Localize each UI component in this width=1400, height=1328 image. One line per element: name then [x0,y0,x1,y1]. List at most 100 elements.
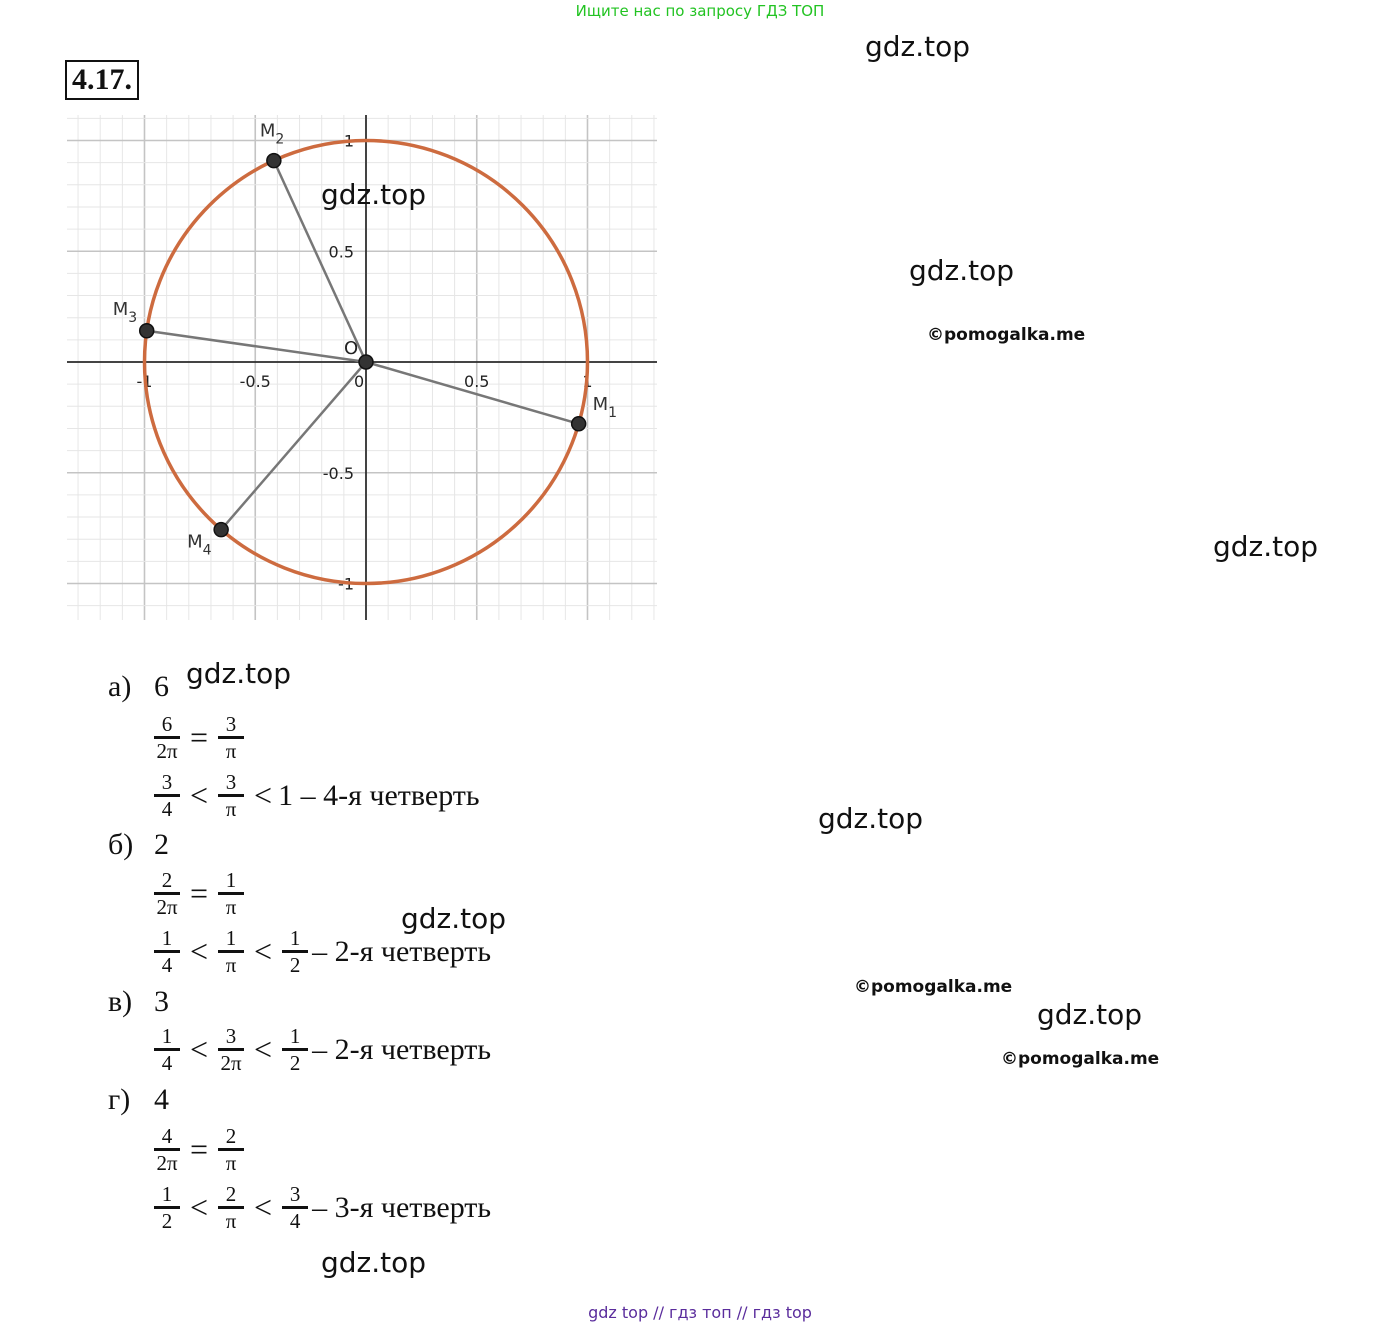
y-tick-label: 0.5 [329,242,354,261]
numerator: 1 [282,926,309,953]
numerator: 1 [218,868,245,895]
denominator: π [225,1151,237,1175]
item-value: 6 [154,670,169,703]
watermark: gdz.top [909,254,1015,287]
fraction: 4 2π [154,1124,180,1175]
point-label: M4 [187,532,212,559]
denominator: 4 [161,953,173,977]
origin-label: O [344,338,358,359]
fraction: 6 2π [154,712,180,763]
item-value: 2 [154,828,169,861]
denominator: 2 [161,1209,173,1233]
numerator: 4 [154,1124,180,1151]
denominator: 2 [289,953,301,977]
math-line: 6 2π = 3 π [150,712,248,763]
operator: < [190,777,209,813]
item-header: в) 3 [108,985,169,1019]
item-label: б) [108,828,134,861]
numerator: 3 [218,1024,245,1051]
denominator: 2π [156,1151,178,1175]
math-line: 4 2π = 2 π [150,1124,248,1175]
numerator: 2 [218,1182,245,1209]
numerator: 1 [282,1024,309,1051]
denominator: π [225,797,237,821]
radius-segment [146,329,367,364]
x-tick-label: 0 [354,372,364,391]
x-tick-label: 0.5 [464,372,489,391]
radius-segment [272,160,368,363]
item-header: а) 6 [108,670,169,704]
denominator: 2π [156,739,178,763]
radius-segment [220,361,367,531]
watermark: gdz.top [1037,998,1143,1031]
point-M4 [213,521,229,538]
item-label: а) [108,670,132,703]
operator: < [254,1031,273,1067]
item-value: 3 [154,985,169,1018]
denominator: π [225,739,237,763]
math-line: 3 4 <3 π <1 – 4-я четверть [150,770,480,821]
denominator: 2π [220,1051,242,1075]
operator: = [190,1131,209,1167]
numerator: 3 [218,712,245,739]
operator: < [190,1031,209,1067]
fraction: 2 2π [154,868,180,919]
conclusion-text: – 2-я четверть [312,934,492,968]
numerator: 2 [154,868,180,895]
watermark: gdz.top [321,178,427,211]
credit: ©pomogalka.me [927,325,1086,345]
y-tick-label: -0.5 [323,464,354,483]
watermark: gdz.top [818,802,924,835]
denominator: 4 [289,1209,301,1233]
origin-point [358,354,374,370]
operator: < [254,1189,273,1225]
item-header: г) 4 [108,1083,169,1117]
operator: < [190,1189,209,1225]
point-M2 [266,152,282,169]
numerator: 1 [154,1182,180,1209]
credit: ©pomogalka.me [1001,1049,1160,1069]
denominator: 2 [289,1051,301,1075]
item-header: б) 2 [108,828,169,862]
point-label: M3 [113,299,137,326]
operator: = [190,719,209,755]
denominator: 4 [161,797,173,821]
watermark: gdz.top [865,30,971,63]
math-line: 1 2 <2 π <3 4– 3-я четверть [150,1182,491,1233]
operator: = [190,875,209,911]
operator: < [254,933,273,969]
unit-circle [142,138,590,586]
search-banner[interactable]: Ищите нас по запросу ГДЗ ТОП [575,2,825,20]
operator: < [190,933,209,969]
task-number: 4.17. [65,60,139,100]
footer-links[interactable]: gdz top // гдз топ // гдз top [588,1303,812,1322]
conclusion-text: – 3-я четверть [312,1190,492,1224]
item-value: 4 [154,1083,169,1116]
denominator: π [225,1209,237,1233]
denominator: π [225,953,237,977]
numerator: 3 [282,1182,309,1209]
numerator: 1 [154,926,180,953]
watermark: gdz.top [401,902,507,935]
item-label: в) [108,985,133,1018]
point-M3 [138,323,155,339]
radius-segment [365,360,579,425]
math-line: 1 4 <1 π <1 2– 2-я четверть [150,926,491,977]
denominator: π [225,895,237,919]
point-M1 [570,416,587,432]
numerator: 3 [154,770,180,797]
math-line: 1 4 <3 2π <1 2– 2-я четверть [150,1024,491,1075]
point-label: M1 [593,394,617,421]
watermark: gdz.top [186,657,292,690]
denominator: 2π [156,895,178,919]
